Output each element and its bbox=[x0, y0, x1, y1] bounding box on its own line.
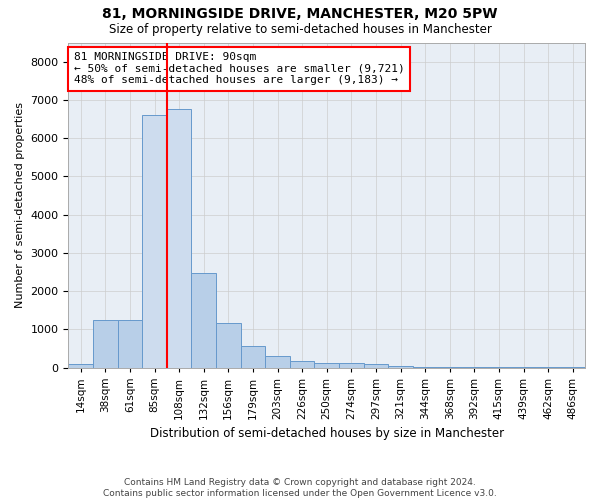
Bar bbox=[118, 320, 142, 368]
Bar bbox=[216, 323, 241, 368]
Bar bbox=[265, 356, 290, 368]
Bar bbox=[167, 110, 191, 368]
Bar bbox=[191, 272, 216, 368]
Text: Size of property relative to semi-detached houses in Manchester: Size of property relative to semi-detach… bbox=[109, 22, 491, 36]
Bar bbox=[364, 364, 388, 368]
Y-axis label: Number of semi-detached properties: Number of semi-detached properties bbox=[15, 102, 25, 308]
Bar bbox=[68, 364, 93, 368]
X-axis label: Distribution of semi-detached houses by size in Manchester: Distribution of semi-detached houses by … bbox=[149, 427, 504, 440]
Bar bbox=[142, 115, 167, 368]
Bar bbox=[437, 367, 462, 368]
Bar bbox=[388, 366, 413, 368]
Bar bbox=[314, 363, 339, 368]
Bar bbox=[290, 361, 314, 368]
Bar bbox=[241, 346, 265, 368]
Bar bbox=[413, 366, 437, 368]
Text: 81 MORNINGSIDE DRIVE: 90sqm
← 50% of semi-detached houses are smaller (9,721)
48: 81 MORNINGSIDE DRIVE: 90sqm ← 50% of sem… bbox=[74, 52, 404, 86]
Text: 81, MORNINGSIDE DRIVE, MANCHESTER, M20 5PW: 81, MORNINGSIDE DRIVE, MANCHESTER, M20 5… bbox=[102, 8, 498, 22]
Text: Contains HM Land Registry data © Crown copyright and database right 2024.
Contai: Contains HM Land Registry data © Crown c… bbox=[103, 478, 497, 498]
Bar bbox=[93, 320, 118, 368]
Bar bbox=[339, 364, 364, 368]
